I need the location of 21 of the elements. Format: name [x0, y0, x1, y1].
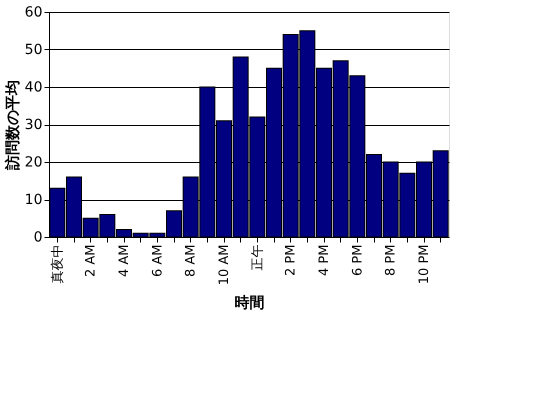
y-axis-title: 訪問数の平均 [4, 80, 22, 171]
x-tick-label: 6 PM [350, 244, 366, 276]
y-tick-label: 40 [24, 80, 42, 96]
x-tick-label: 10 PM [417, 244, 432, 284]
y-tick-label: 50 [24, 42, 42, 58]
y-tick-label: 10 [24, 192, 42, 208]
y-tick-label: 0 [34, 230, 42, 246]
y-tick-label: 20 [24, 154, 42, 170]
x-tick-label: 2 AM [84, 244, 99, 278]
x-tick-label: 8 AM [184, 244, 199, 278]
x-tick-label: 10 AM [217, 244, 232, 286]
x-tick-label: 6 AM [150, 244, 166, 278]
x-tick-label: 8 PM [384, 244, 399, 276]
y-tick-label: 60 [24, 4, 42, 20]
x-axis-title: 時間 [234, 293, 264, 312]
x-tick-label: 正午 [250, 244, 266, 270]
x-tick-label: 真夜中 [49, 244, 66, 284]
x-tick-label: 4 AM [117, 244, 132, 278]
x-tick-label: 2 PM [284, 244, 299, 276]
y-tick-label: 30 [24, 117, 42, 133]
x-tick-label: 4 PM [317, 244, 332, 276]
